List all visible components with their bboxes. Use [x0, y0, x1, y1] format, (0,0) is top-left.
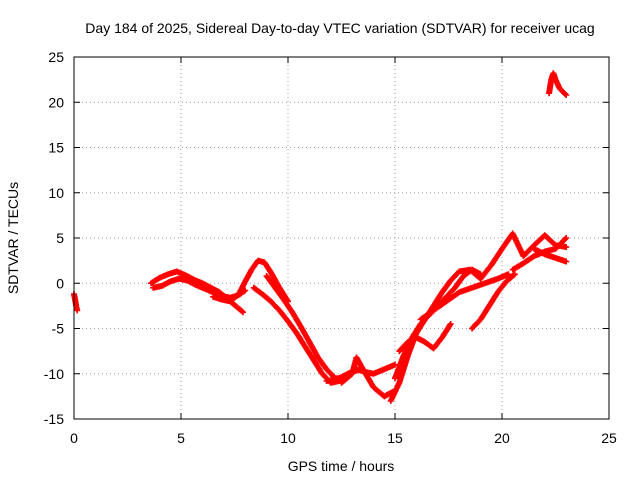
data-series-arc-h [338, 354, 396, 400]
data-series-arc-m [469, 271, 518, 332]
data-series-arc-n [477, 230, 570, 282]
grid-lines [74, 57, 609, 419]
data-series-arc-e [250, 284, 351, 386]
data-point [562, 90, 569, 97]
data-point [447, 320, 454, 327]
data-series-arc-p [531, 245, 570, 265]
data-series-arc-b [148, 268, 247, 316]
chart-title: Day 184 of 2025, Sidereal Day-to-day VTE… [85, 20, 594, 36]
data-point [562, 236, 569, 243]
data-point [240, 309, 247, 316]
data-point [511, 271, 518, 278]
x-tick-label: 25 [601, 430, 617, 446]
y-tick-label: -5 [52, 321, 65, 337]
x-tick-label: 15 [387, 430, 403, 446]
data-series-arc-c [150, 275, 249, 301]
y-tick-label: 0 [56, 275, 64, 291]
y-tick-label: 10 [48, 185, 64, 201]
axis-tick-labels: 0 5 10 15 20 25 -15 -10 -5 0 5 10 15 20 25 [44, 49, 617, 446]
data-series-arc-d [210, 257, 291, 305]
data-point [510, 272, 517, 279]
x-tick-label: 0 [70, 430, 78, 446]
x-tick-label: 5 [177, 430, 185, 446]
y-tick-label: 5 [56, 230, 64, 246]
y-tick-label: 15 [48, 140, 64, 156]
data-point [563, 92, 570, 99]
y-tick-label: -10 [44, 366, 64, 382]
data-series-arc-f [263, 273, 364, 382]
data-point [563, 258, 570, 265]
data-series-arc-q [546, 70, 570, 99]
y-tick-label: -15 [44, 411, 64, 427]
data-point [238, 308, 245, 315]
y-tick-label: 20 [48, 94, 64, 110]
data-point [392, 361, 398, 368]
x-tick-label: 20 [494, 430, 510, 446]
x-tick-label: 10 [280, 430, 296, 446]
data-point [563, 244, 570, 251]
x-axis-label: GPS time / hours [288, 458, 395, 474]
y-tick-label: 25 [48, 49, 64, 65]
axis-ticks [73, 56, 610, 420]
y-axis-label: SDTVAR / TECUs [5, 182, 21, 294]
data-series-arc-a [71, 291, 81, 314]
data-point [563, 235, 570, 241]
data-point [74, 307, 81, 314]
data-series-arc-l [417, 271, 512, 323]
data-point [505, 271, 512, 278]
data-series-layer [71, 70, 570, 404]
data-series-arc-k [396, 320, 454, 355]
